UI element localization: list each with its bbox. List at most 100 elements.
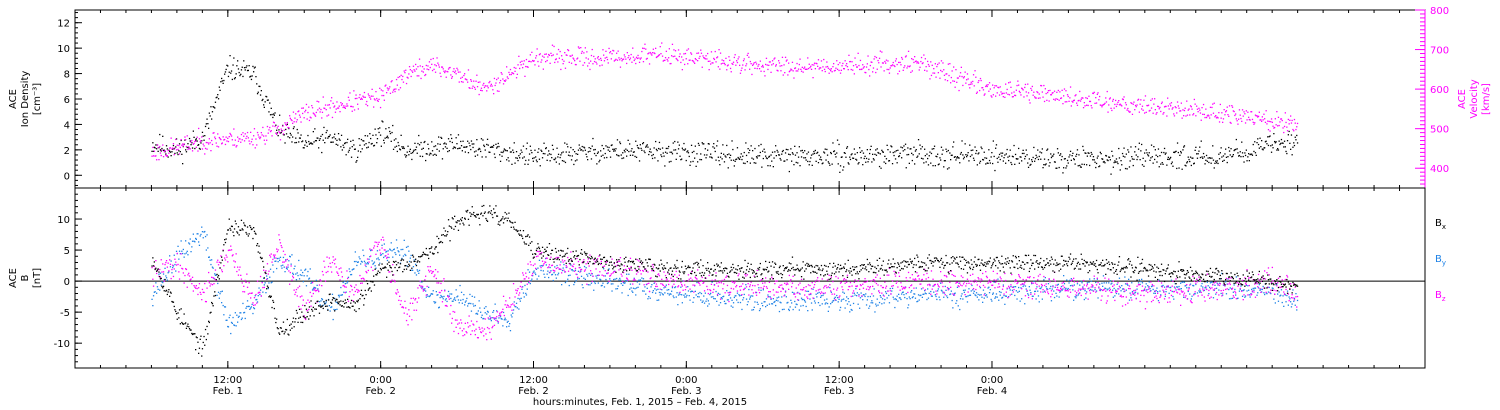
data-point (1123, 96, 1125, 98)
data-point (970, 290, 972, 292)
data-point (784, 72, 786, 74)
data-point (244, 69, 246, 71)
data-point (293, 121, 295, 123)
data-point (816, 296, 818, 298)
data-point (905, 293, 907, 295)
data-point (875, 71, 877, 74)
data-point (807, 67, 810, 70)
data-point (1100, 153, 1102, 155)
data-point (930, 61, 932, 63)
data-point (305, 103, 308, 106)
data-point (198, 144, 200, 146)
data-point (1081, 282, 1083, 284)
data-point (830, 152, 832, 155)
data-point (346, 103, 348, 105)
data-point (609, 150, 611, 152)
data-point (676, 152, 678, 155)
data-point (1251, 118, 1254, 121)
data-point (390, 242, 392, 244)
data-point (1164, 153, 1166, 155)
data-point (721, 59, 723, 61)
data-point (209, 259, 211, 261)
data-point (617, 154, 619, 157)
data-point (926, 70, 928, 72)
data-point (332, 141, 334, 143)
data-point (185, 268, 187, 270)
data-point (1214, 284, 1216, 286)
data-point (484, 312, 486, 314)
data-point (631, 61, 633, 63)
data-point (302, 147, 304, 149)
data-point (949, 293, 951, 296)
data-point (454, 299, 457, 301)
data-point (389, 249, 392, 251)
data-point (1211, 281, 1213, 283)
data-point (296, 119, 298, 121)
data-point (196, 140, 198, 142)
data-point (441, 296, 444, 298)
data-point (990, 156, 992, 158)
data-point (421, 281, 423, 283)
data-point (193, 240, 195, 242)
data-point (570, 146, 572, 149)
data-point (611, 144, 613, 146)
data-point (474, 88, 476, 90)
data-point (324, 104, 327, 106)
data-point (654, 52, 656, 55)
data-point (641, 149, 643, 151)
data-point (297, 132, 299, 134)
data-point (967, 152, 969, 154)
y-axis-label-line: [cm⁻³] (32, 83, 43, 115)
data-point (1241, 152, 1244, 154)
data-point (151, 155, 153, 157)
data-point (1072, 152, 1074, 154)
data-point (979, 89, 981, 92)
data-point (885, 158, 888, 160)
data-point (1124, 167, 1127, 170)
data-point (682, 280, 684, 282)
data-point (1230, 122, 1232, 124)
data-point (225, 136, 227, 138)
data-point (1247, 111, 1249, 113)
data-point (1248, 289, 1250, 291)
data-point (161, 281, 163, 283)
data-point (577, 46, 580, 48)
data-point (387, 89, 389, 91)
data-point (1032, 295, 1034, 297)
data-point (1172, 165, 1174, 167)
data-point (715, 159, 717, 161)
data-point (296, 128, 298, 131)
data-point (761, 66, 763, 68)
data-point (710, 156, 713, 158)
data-point (785, 60, 787, 62)
data-point (603, 286, 606, 288)
data-point (1163, 290, 1165, 293)
data-point (1062, 288, 1064, 290)
data-point (1102, 285, 1104, 287)
data-point (694, 290, 696, 292)
data-point (689, 299, 691, 301)
data-point (364, 262, 366, 264)
data-point (485, 306, 487, 308)
data-point (734, 160, 736, 162)
data-point (946, 80, 949, 82)
data-point (1225, 281, 1227, 283)
data-point (793, 77, 795, 79)
data-point (1108, 104, 1110, 106)
data-point (1277, 149, 1280, 151)
data-point (184, 274, 186, 277)
data-point (247, 69, 249, 72)
data-point (311, 107, 314, 109)
data-point (556, 264, 558, 267)
data-point (629, 59, 631, 61)
data-point (1289, 142, 1291, 144)
data-point (1084, 152, 1086, 154)
data-point (273, 114, 275, 116)
data-point (236, 314, 238, 316)
data-point (380, 254, 382, 256)
data-point (1267, 120, 1269, 122)
data-point (807, 310, 809, 312)
data-point (519, 157, 521, 159)
data-point (868, 307, 870, 309)
data-point (975, 292, 978, 294)
